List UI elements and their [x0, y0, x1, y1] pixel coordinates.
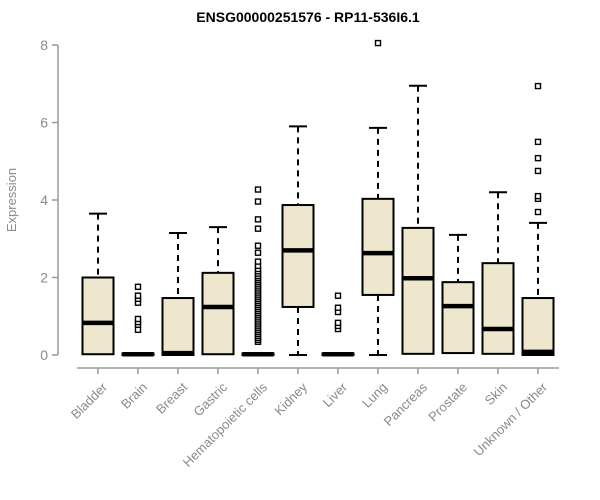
y-tick-label-8: 8: [40, 37, 48, 53]
y-axis-label: Expression: [4, 168, 19, 232]
box-gastric: [201, 271, 235, 356]
outlier-hematopoietic-cells-43: [254, 216, 262, 223]
box-kidney: [281, 204, 315, 308]
box-lung: [361, 197, 395, 296]
chart-title: ENSG00000251576 - RP11-536I6.1: [196, 9, 420, 25]
boxplot-hematopoietic-cells: [241, 186, 275, 357]
boxplot-kidney: [281, 125, 315, 356]
outlier-hematopoietic-cells-40: [254, 249, 262, 256]
outlier-brain-7: [134, 283, 142, 290]
x-tick-label-kidney: Kidney: [271, 379, 310, 418]
x-tick-label-liver: Liver: [320, 379, 351, 410]
outlier-lung-0: [374, 39, 382, 47]
y-tick-label-4: 4: [40, 192, 48, 208]
x-tick-label-breast: Breast: [153, 379, 190, 416]
boxplot-breast: [161, 231, 195, 357]
outlier-hematopoietic-cells-45: [254, 186, 262, 193]
x-tick-label-lung: Lung: [359, 380, 390, 411]
boxplot-brain: [121, 283, 155, 357]
outlier-liver-4: [334, 304, 342, 311]
boxplot-liver: [321, 292, 355, 357]
x-tick-label-unknown-other: Unknown / Other: [471, 379, 551, 459]
box-bladder: [81, 276, 115, 356]
outlier-liver-5: [334, 292, 342, 299]
outlier-unknown-other-5: [534, 138, 542, 146]
outlier-unknown-other-2: [534, 192, 542, 200]
box-pancreas: [401, 226, 435, 355]
box-series: [81, 39, 555, 357]
outlier-unknown-other-4: [534, 154, 542, 162]
y-tick-label-6: 6: [40, 115, 48, 131]
y-tick-label-2: 2: [40, 270, 48, 286]
boxplot-gastric: [201, 226, 235, 356]
outlier-hematopoietic-cells-39: [254, 258, 262, 265]
x-tick-label-brain: Brain: [118, 380, 150, 412]
y-axis: 0 2 4 6 8: [40, 37, 59, 363]
x-tick-label-skin: Skin: [482, 380, 510, 408]
x-tick-label-bladder: Bladder: [68, 379, 111, 422]
box-prostate: [441, 281, 475, 355]
x-tick-label-prostate: Prostate: [425, 380, 470, 425]
boxplot-unknown-other: [521, 82, 555, 357]
outlier-unknown-other-6: [534, 82, 542, 90]
outlier-unknown-other-0: [534, 208, 542, 216]
y-tick-label-0: 0: [40, 347, 48, 363]
box-skin: [481, 262, 515, 355]
boxplot-pancreas: [401, 84, 435, 355]
outlier-brain-0: [134, 326, 142, 334]
x-tick-label-pancreas: Pancreas: [381, 379, 431, 429]
outlier-brain-6: [134, 292, 142, 299]
outlier-hematopoietic-cells-42: [254, 225, 262, 232]
boxplot-lung: [361, 39, 395, 356]
outlier-brain-3: [134, 315, 142, 323]
boxplot-bladder: [81, 212, 115, 356]
box-unknown-other: [521, 297, 555, 357]
boxplot-prostate: [441, 233, 475, 355]
outlier-unknown-other-3: [534, 167, 542, 175]
box-breast: [161, 297, 195, 357]
outlier-liver-2: [334, 319, 342, 327]
outlier-hematopoietic-cells-41: [254, 242, 262, 249]
boxplot-skin: [481, 191, 515, 355]
outlier-hematopoietic-cells-44: [254, 198, 262, 205]
